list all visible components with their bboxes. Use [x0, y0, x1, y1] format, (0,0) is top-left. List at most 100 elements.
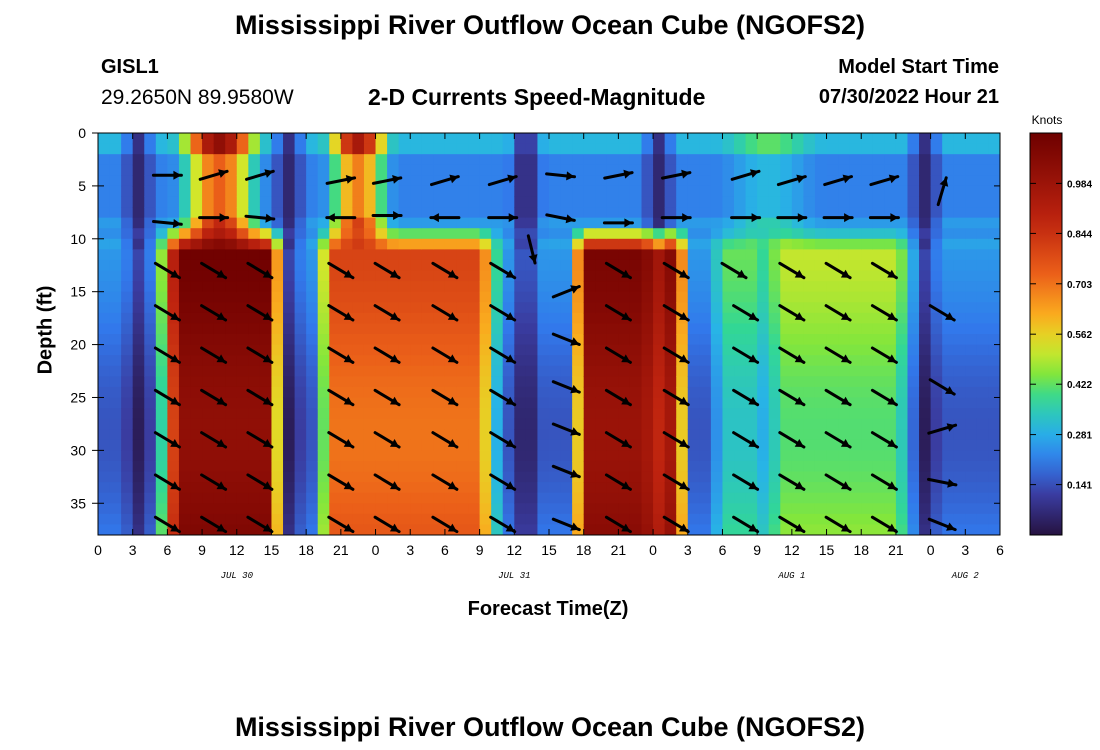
heat-cell	[965, 228, 978, 240]
heat-cell	[132, 249, 145, 261]
heat-cell	[664, 439, 677, 451]
heat-cell	[271, 513, 284, 526]
heat-cell	[838, 386, 851, 399]
heat-cell	[861, 270, 874, 282]
heat-cell	[768, 196, 781, 208]
heat-cell	[549, 185, 562, 198]
heat-cell	[283, 503, 296, 515]
heat-cell	[710, 482, 724, 494]
heat-cell	[421, 376, 434, 388]
heat-cell	[121, 471, 134, 483]
heat-cell	[213, 492, 226, 504]
colorbar-tick-label: 0.984	[1067, 179, 1092, 190]
heat-cell	[167, 503, 180, 515]
heat-cell	[514, 513, 527, 526]
heat-cell	[537, 312, 550, 325]
heat-cell	[803, 418, 816, 430]
heat-cell	[433, 249, 446, 261]
heat-cell	[502, 460, 515, 473]
heat-cell	[352, 238, 365, 250]
heat-cell	[178, 355, 192, 367]
heat-cell	[826, 238, 839, 250]
heat-cell	[387, 249, 400, 261]
heat-cell	[687, 164, 700, 176]
heat-cell	[560, 312, 573, 325]
heat-cell	[259, 450, 273, 462]
heat-cell	[606, 228, 619, 240]
heat-cell	[456, 291, 469, 303]
vector-head	[449, 174, 459, 184]
heat-cell	[329, 482, 342, 494]
heat-cell	[479, 439, 492, 451]
heat-cell	[121, 376, 134, 388]
heat-cell	[167, 133, 180, 145]
vector-head	[751, 213, 760, 223]
heat-cell	[514, 344, 527, 356]
heat-cell	[606, 249, 619, 261]
heat-cell	[514, 460, 527, 473]
heat-cell	[653, 228, 666, 240]
heat-cell	[595, 386, 608, 399]
heat-cell	[629, 207, 643, 219]
heat-cell	[468, 334, 481, 346]
heat-cell	[98, 196, 111, 208]
heat-cell	[710, 365, 724, 377]
heat-cell	[780, 185, 793, 198]
heat-cell	[895, 408, 909, 420]
heat-cell	[826, 207, 839, 219]
heat-cell	[248, 450, 261, 462]
vector-head	[624, 218, 633, 228]
heat-cell	[178, 471, 192, 483]
heat-cell	[271, 291, 284, 303]
heat-cell	[768, 450, 781, 462]
heat-cell	[653, 164, 666, 176]
heat-cell	[294, 460, 307, 473]
heat-cell	[537, 482, 550, 494]
heat-cell	[664, 418, 677, 430]
heat-cell	[340, 418, 354, 430]
heat-cell	[664, 503, 677, 515]
heat-cell	[560, 408, 573, 420]
heat-cell	[109, 185, 122, 198]
heat-cell	[895, 207, 909, 219]
heat-cell	[988, 259, 1000, 272]
heat-cell	[988, 217, 1000, 229]
heat-cell	[329, 164, 342, 176]
heat-cell	[479, 344, 492, 356]
heat-cell	[421, 418, 434, 430]
heat-cell	[549, 386, 562, 399]
heat-cell	[190, 450, 203, 462]
heat-cell	[676, 228, 689, 240]
heat-cell	[190, 302, 203, 314]
vector-head	[794, 269, 804, 278]
heat-cell	[641, 386, 654, 399]
heat-cell	[768, 418, 781, 430]
heat-cell	[317, 302, 330, 314]
heat-cell	[965, 439, 978, 451]
heat-cell	[317, 365, 330, 377]
heat-cell	[144, 196, 157, 208]
heat-cell	[560, 270, 573, 282]
heat-cell	[121, 503, 134, 515]
vector-head	[748, 523, 758, 532]
heat-cell	[444, 344, 458, 356]
heat-cell	[271, 259, 284, 272]
heat-cell	[872, 196, 885, 208]
heat-cell	[849, 355, 862, 367]
heat-cell	[98, 365, 111, 377]
heat-cell	[132, 259, 145, 272]
vector-head	[840, 481, 851, 490]
heat-cell	[317, 143, 330, 155]
vector-head	[262, 312, 272, 320]
vector-head	[840, 354, 851, 363]
heat-cell	[734, 249, 747, 261]
heat-cell	[456, 365, 469, 377]
heat-cell	[699, 482, 712, 494]
heat-cell	[618, 196, 631, 208]
heat-cell	[953, 228, 966, 240]
heat-cell	[549, 482, 562, 494]
heat-cell	[491, 185, 504, 198]
heat-cell	[444, 291, 458, 303]
heat-cell	[236, 450, 249, 462]
current-vector	[870, 515, 898, 534]
